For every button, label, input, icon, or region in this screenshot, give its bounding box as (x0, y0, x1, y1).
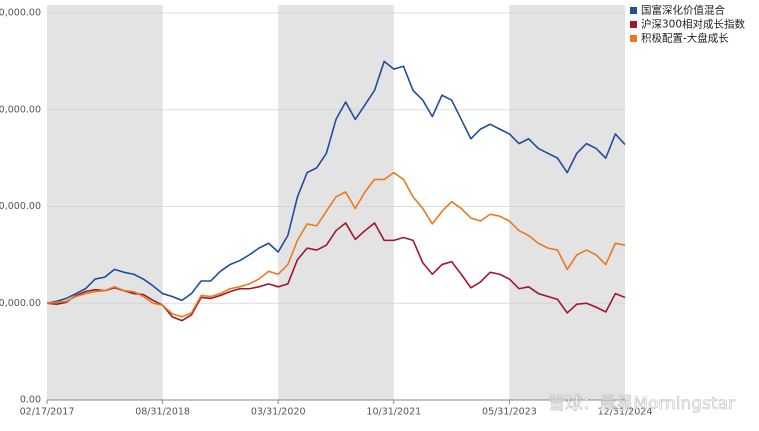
shaded-band (278, 5, 394, 400)
shaded-band (47, 5, 163, 400)
series-line (46, 60, 626, 305)
y-tick-label: 10,000.00 (0, 298, 41, 309)
legend-label: 沪深300相对成长指数 (641, 18, 746, 31)
x-tick-label: 03/31/2020 (251, 407, 306, 418)
legend-swatch (630, 35, 637, 42)
series-line (46, 222, 626, 322)
legend-swatch (630, 21, 637, 28)
legend-label: 积极配置-大盘成长 (641, 32, 729, 45)
shaded-band (509, 5, 625, 400)
x-tick-label: 05/31/2023 (482, 407, 537, 418)
y-tick-label: 20,000.00 (0, 201, 41, 212)
y-tick-label: 0.00 (20, 395, 41, 406)
y-tick-label: 30,000.00 (0, 104, 41, 115)
x-tick-label: 10/31/2021 (366, 407, 421, 418)
legend-swatch (630, 7, 637, 14)
legend-label: 国富深化价值混合 (641, 4, 725, 17)
x-tick-label: 08/31/2018 (135, 407, 190, 418)
x-tick-label: 12/31/2024 (598, 407, 653, 418)
watermark: 雪球：晨星Morningstar (548, 394, 735, 414)
x-tick-label: 02/17/2017 (20, 407, 75, 418)
y-tick-label: 40,000.00 (0, 8, 41, 19)
series-line (46, 171, 626, 318)
